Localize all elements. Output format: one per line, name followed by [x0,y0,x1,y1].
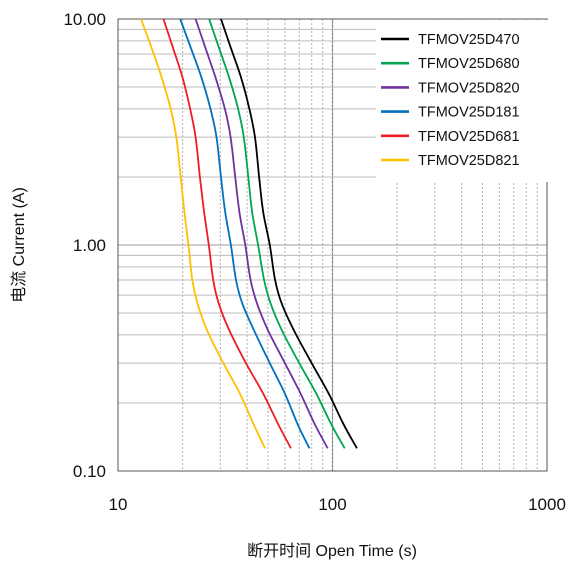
series-line-tfmov25d820 [194,18,329,449]
legend-label: TFMOV25D181 [418,105,520,121]
legend-label: TFMOV25D470 [418,32,520,48]
legend-item: TFMOV25D820 [381,80,520,96]
legend-item: TFMOV25D681 [381,129,520,145]
legend-label: TFMOV25D681 [418,129,520,145]
y-tick-label: 10.00 [63,10,106,29]
series-line-tfmov25d681 [162,18,292,449]
legend-item: TFMOV25D821 [381,153,520,169]
x-axis-title: 断开时间 Open Time (s) [247,542,417,560]
legend-box [376,20,548,182]
y-axis-title: 电流 Current (A) [10,187,28,303]
series-line-tfmov25d181 [179,18,311,449]
series-line-tfmov25d680 [208,18,346,449]
legend-label: TFMOV25D821 [418,153,520,169]
plot-frame [117,18,548,472]
series-lines [140,18,358,449]
x-tick-label: 10 [109,495,128,514]
legend-item: TFMOV25D470 [381,32,520,48]
series-line-tfmov25d821 [140,18,266,449]
legend-item: TFMOV25D181 [381,105,520,121]
x-tick-label: 100 [318,495,346,514]
y-tick-label: 1.00 [73,236,106,255]
y-tick-label: 0.10 [73,462,106,481]
legend-label: TFMOV25D680 [418,56,520,72]
x-tick-label: 1000 [528,495,566,514]
series-line-tfmov25d470 [220,18,358,449]
legend: TFMOV25D470 TFMOV25D680 TFMOV25D820 TFMOV25… [381,32,520,169]
tick-labels: 10 100 1000 0.10 1.00 10.00 [63,10,565,514]
legend-item: TFMOV25D680 [381,56,520,72]
legend-label: TFMOV25D820 [418,80,520,96]
